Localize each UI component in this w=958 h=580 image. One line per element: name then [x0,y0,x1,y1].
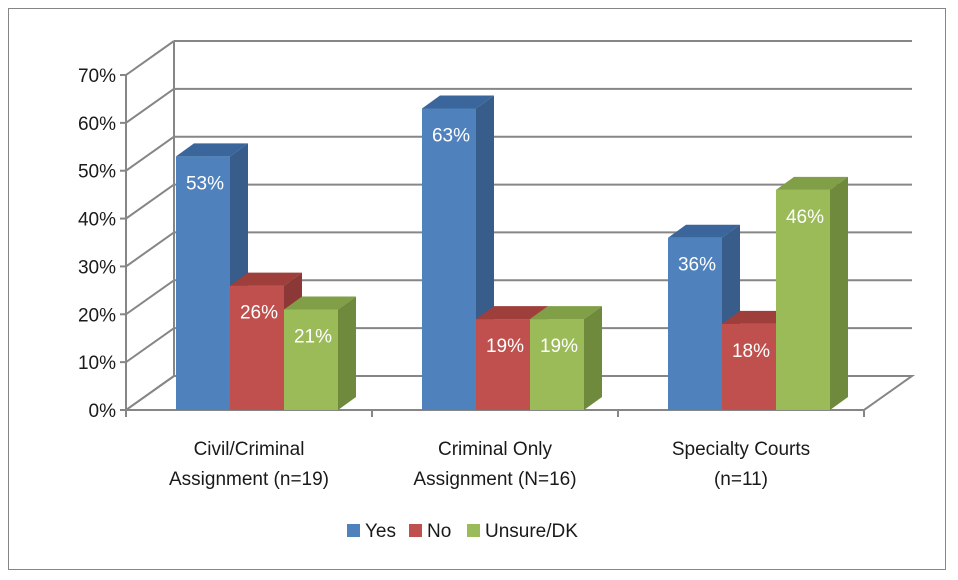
y-tick-label: 0% [89,401,117,422]
bar [422,108,476,410]
x-tick-label: Specialty Courts [672,439,810,460]
y-tick-label: 30% [78,257,116,278]
data-label: 26% [240,303,278,324]
legend-swatch [409,524,422,537]
bar-side [584,306,602,410]
bar-side [338,296,356,410]
gridline-side [125,183,175,220]
y-tick-label: 50% [78,162,116,183]
bar [476,319,530,410]
data-label: 53% [186,173,224,194]
bar [722,323,776,410]
bar-top [176,143,248,157]
bar-side [830,176,848,410]
bar-top [668,224,740,238]
bar-top [476,306,548,320]
x-tick-label: Civil/Criminal [194,439,305,460]
x-tick-label: Assignment (n=19) [169,469,329,490]
gridline-side [125,40,175,76]
bar [668,237,722,410]
y-tick-label: 40% [78,210,116,231]
gridline-side [125,327,175,363]
bar-chart: 0% 10% 20% 30% 40% 50% 60% 70% 53% 26% 21% Civil/Cr… [78,40,916,542]
data-label: 19% [486,336,524,357]
y-tick-label: 70% [78,66,116,87]
bar-top [776,176,848,190]
legend-swatch [347,524,360,537]
y-tick-label: 20% [78,305,116,326]
bar-top [284,296,356,310]
bar [230,285,284,410]
bar [530,319,584,410]
legend-label: Yes [365,521,396,542]
bar-top [230,272,302,286]
gridline-side [125,88,175,124]
gridline-side [125,231,175,268]
bar [176,156,230,410]
bar [284,309,338,410]
legend-label: No [427,521,451,542]
y-tick-label: 10% [78,353,116,374]
y-tick-label: 60% [78,114,116,135]
data-label: 63% [432,126,470,147]
x-tick-label: (n=11) [714,469,768,490]
bar-top [530,306,602,320]
data-label: 18% [732,341,770,362]
legend-label: Unsure/DK [485,521,578,542]
bar [776,189,830,410]
x-tick-label: Assignment (N=16) [413,469,576,490]
x-tick-label: Criminal Only [438,439,553,460]
data-label: 21% [294,327,332,348]
bar-top [422,95,494,109]
data-label: 19% [540,336,578,357]
data-label: 36% [678,255,716,276]
chart-frame: 0% 10% 20% 30% 40% 50% 60% 70% 53% 26% 21% Civil/Cr… [8,8,946,570]
gridline-side [125,135,175,172]
legend-swatch [467,524,480,537]
data-label: 46% [786,207,824,228]
gridline-side [125,279,175,316]
